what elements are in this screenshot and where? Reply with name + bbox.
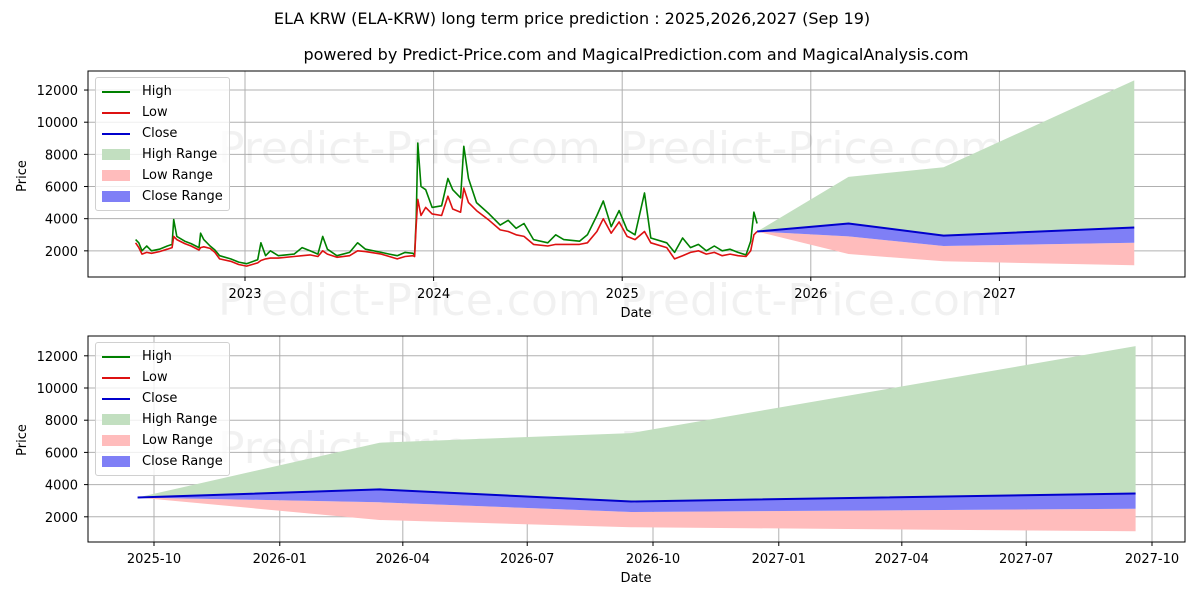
top-axes-frame	[87, 70, 1186, 278]
watermark-top-4: Predict-Price.com	[620, 275, 1003, 326]
chart-title: ELA KRW (ELA-KRW) long term price predic…	[273, 9, 871, 28]
legend-item-high: High	[102, 346, 223, 367]
watermark-top-3: Predict-Price.com	[218, 275, 601, 326]
x-tick-label: 2027-04	[875, 552, 929, 567]
close-line	[137, 488, 1136, 503]
x-tick-label: 2023	[228, 287, 261, 302]
legend-label: Low	[142, 370, 168, 385]
bottom-axes-frame	[87, 335, 1186, 543]
legend-item-low: Low	[102, 102, 223, 123]
x-tick-label: 2026-01	[253, 552, 307, 567]
bottom-forecast-bands	[137, 346, 1136, 532]
legend-label: High Range	[142, 412, 218, 427]
x-tick-label: 2027-01	[752, 552, 806, 567]
legend-item-close-range: Close Range	[102, 186, 223, 207]
legend-swatch-icon	[102, 376, 130, 379]
legend-swatch-icon	[102, 111, 130, 114]
legend-label: Close	[142, 126, 178, 141]
bottom-x-axis-label: Date	[620, 571, 651, 586]
low-range-band	[137, 497, 1136, 532]
legend-swatch-icon	[102, 456, 130, 467]
y-tick-label: 4000	[45, 213, 78, 228]
legend-item-low: Low	[102, 367, 223, 388]
legend-item-high-range: High Range	[102, 144, 223, 165]
high-line	[135, 142, 758, 265]
watermark-top-1: Predict-Price.com	[218, 123, 601, 174]
y-tick-label: 6000	[45, 446, 78, 461]
top-axis-ticks: 2000 4000 6000 8000 10000 12000 2023 2024 2025 20…	[37, 84, 1016, 302]
x-tick-label: 2025-10	[127, 552, 181, 567]
y-tick-label: 2000	[45, 511, 78, 526]
legend-label: Low	[142, 105, 168, 120]
legend-item-low-range: Low Range	[102, 165, 223, 186]
legend-swatch-icon	[102, 414, 130, 425]
x-tick-label: 2027	[983, 287, 1016, 302]
legend-swatch-icon	[102, 355, 130, 358]
legend-item-low-range: Low Range	[102, 430, 223, 451]
legend-item-close: Close	[102, 123, 223, 144]
legend-swatch-icon	[102, 90, 130, 93]
low-range-band	[757, 231, 1135, 266]
legend-item-close-range: Close Range	[102, 451, 223, 472]
high-range-band	[757, 80, 1135, 236]
legend-label: Close	[142, 391, 178, 406]
legend-item-high: High	[102, 81, 223, 102]
legend-label: Low Range	[142, 433, 213, 448]
x-tick-label: 2027-10	[1125, 552, 1179, 567]
close-range-band	[137, 489, 1136, 512]
legend-label: Close Range	[142, 189, 223, 204]
high-range-band	[137, 346, 1136, 502]
x-tick-label: 2027-07	[999, 552, 1053, 567]
legend-swatch-icon	[102, 149, 130, 160]
x-tick-label: 2026-04	[376, 552, 430, 567]
legend-label: High Range	[142, 147, 218, 162]
y-tick-label: 8000	[45, 148, 78, 163]
x-tick-label: 2026-07	[500, 552, 554, 567]
top-y-axis-label: Price	[15, 160, 30, 192]
y-tick-label: 10000	[37, 116, 78, 131]
bottom-y-axis-label: Price	[15, 424, 30, 456]
y-tick-label: 2000	[45, 245, 78, 260]
bottom-chart: Predict-Price.com Predict-Price.com 2000…	[15, 335, 1186, 586]
legend-label: Low Range	[142, 168, 213, 183]
y-tick-label: 8000	[45, 414, 78, 429]
legend-item-close: Close	[102, 388, 223, 409]
legend-swatch-icon	[102, 132, 130, 135]
close-line	[756, 222, 1135, 237]
y-tick-label: 4000	[45, 479, 78, 494]
x-tick-label: 2026-10	[626, 552, 680, 567]
legend-swatch-icon	[102, 435, 130, 446]
x-tick-label: 2024	[417, 287, 450, 302]
y-tick-label: 10000	[37, 382, 78, 397]
top-x-axis-label: Date	[620, 306, 651, 321]
x-tick-label: 2025	[606, 287, 639, 302]
y-tick-label: 12000	[37, 350, 78, 365]
y-tick-label: 12000	[37, 84, 78, 99]
y-tick-label: 6000	[45, 181, 78, 196]
legend-label: Close Range	[142, 454, 223, 469]
legend-label: High	[142, 84, 172, 99]
bottom-axis-ticks: 2000 4000 6000 8000 10000 12000 2025-10 2026-01…	[37, 350, 1180, 567]
chart-subtitle: powered by Predict-Price.com and Magical…	[303, 45, 969, 64]
x-tick-label: 2026	[794, 287, 827, 302]
watermark-top-2: Predict-Price.com	[620, 123, 1003, 174]
top-history-lines	[134, 142, 758, 267]
top-chart: Predict-Price.com Predict-Price.com Pred…	[15, 70, 1186, 326]
top-forecast-bands	[756, 80, 1135, 266]
legend-swatch-icon	[102, 397, 130, 400]
low-line	[134, 187, 758, 267]
legend-item-high-range: High Range	[102, 409, 223, 430]
legend-label: High	[142, 349, 172, 364]
legend-bottom: High Low Close High Range Low Range Close Ran…	[95, 342, 230, 476]
legend-swatch-icon	[102, 191, 130, 202]
close-range-band	[757, 223, 1135, 247]
legend-top: High Low Close High Range Low Range Close Ran…	[95, 77, 230, 211]
legend-swatch-icon	[102, 170, 130, 181]
